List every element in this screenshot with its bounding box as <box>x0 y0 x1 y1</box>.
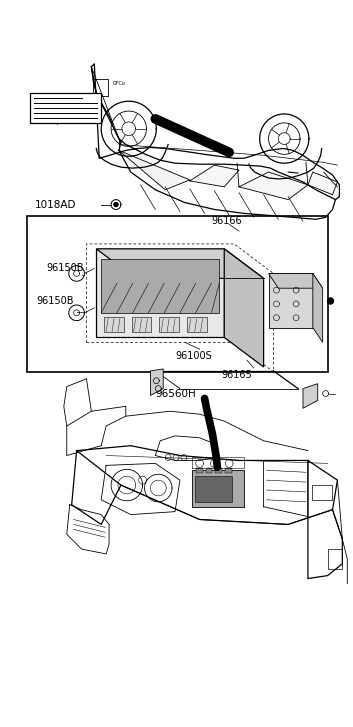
Text: 1018AD: 1018AD <box>35 199 77 209</box>
Bar <box>30 93 101 123</box>
Text: 96100S: 96100S <box>175 351 212 361</box>
Bar <box>196 468 203 473</box>
Bar <box>225 468 232 473</box>
Polygon shape <box>119 150 190 190</box>
Bar <box>192 470 244 507</box>
Bar <box>205 468 213 473</box>
Bar <box>328 549 342 569</box>
Bar <box>104 317 124 332</box>
Polygon shape <box>150 369 163 395</box>
Bar <box>269 273 313 328</box>
Polygon shape <box>313 273 323 342</box>
Text: 96150B: 96150B <box>36 296 74 306</box>
Polygon shape <box>96 249 264 278</box>
Text: 96563E: 96563E <box>35 115 75 125</box>
Polygon shape <box>190 165 239 187</box>
Bar <box>159 317 179 332</box>
Polygon shape <box>269 273 323 288</box>
Polygon shape <box>239 172 308 200</box>
Bar <box>187 317 207 332</box>
Polygon shape <box>224 249 264 367</box>
Polygon shape <box>328 298 334 304</box>
Bar <box>28 217 328 372</box>
Bar <box>93 79 108 96</box>
Text: 96166: 96166 <box>211 216 242 226</box>
Bar <box>132 317 151 332</box>
Bar <box>101 259 219 313</box>
Text: 96150B: 96150B <box>46 263 84 273</box>
Polygon shape <box>308 172 337 195</box>
Bar <box>195 476 232 502</box>
Polygon shape <box>114 203 118 206</box>
Text: 96165: 96165 <box>221 370 252 380</box>
Polygon shape <box>96 249 224 337</box>
Bar <box>215 468 222 473</box>
Text: 96560H: 96560H <box>156 389 196 398</box>
Polygon shape <box>303 384 318 409</box>
Text: GFCo: GFCo <box>113 81 125 86</box>
Bar <box>312 485 331 500</box>
